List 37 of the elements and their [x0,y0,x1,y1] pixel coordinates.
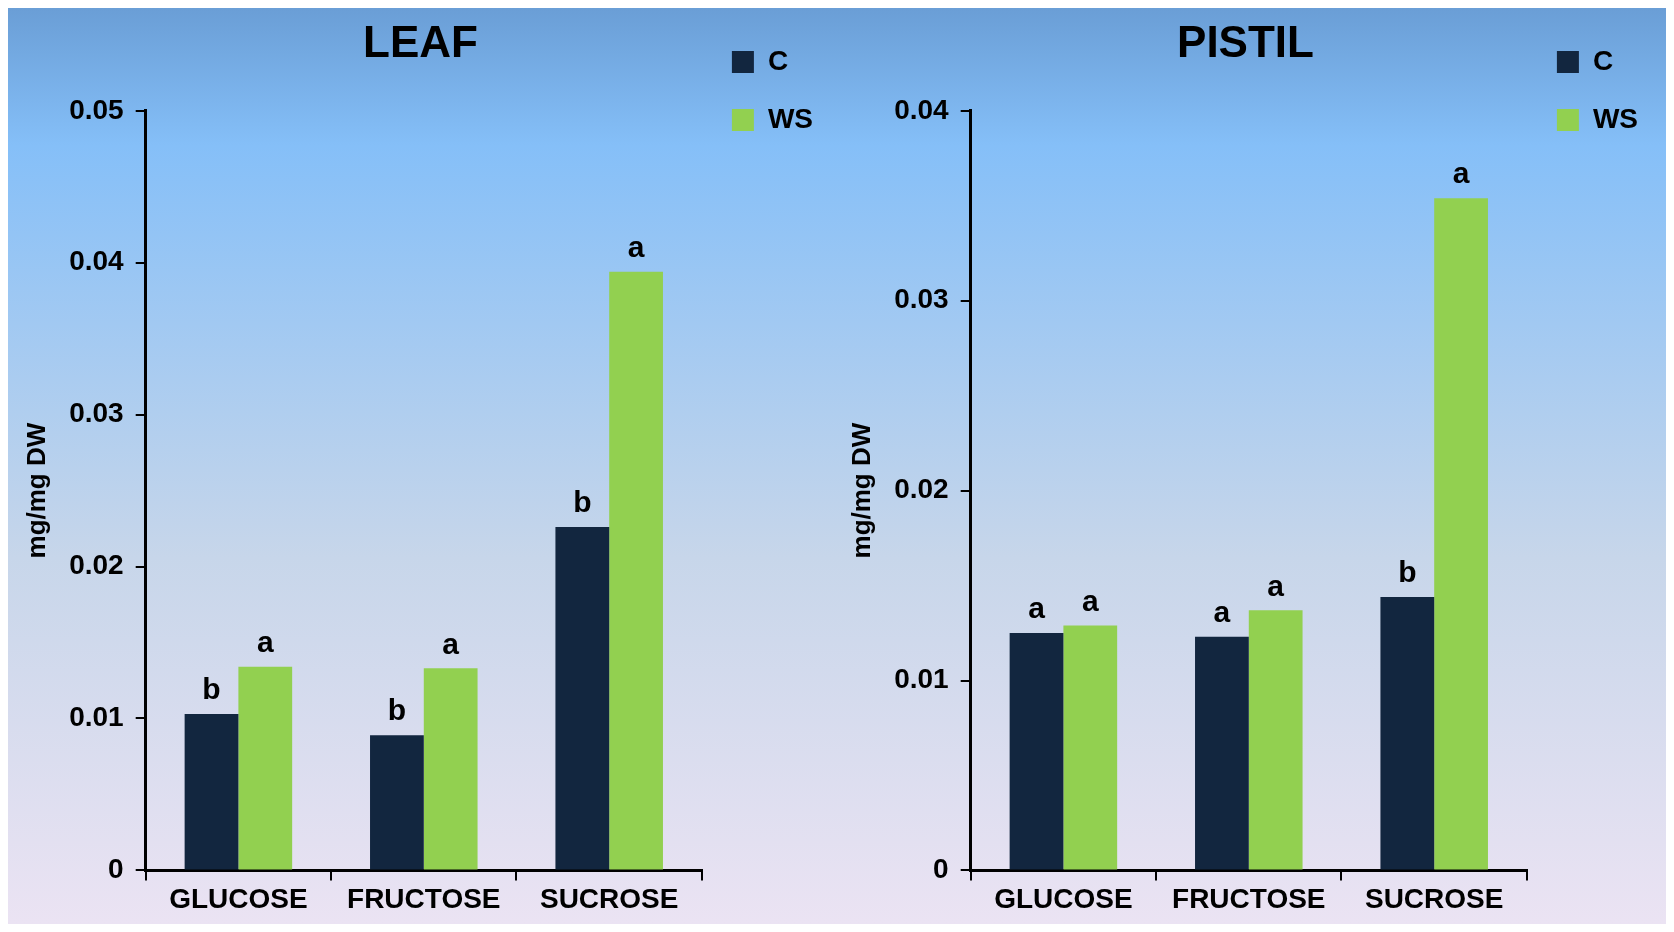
x-tick-label: GLUCOSE [169,882,308,914]
y-tick-label: 0.03 [69,397,124,429]
data-label: a [1028,591,1046,625]
data-label: a [1081,583,1099,617]
y-tick-label: 0.05 [69,93,124,125]
data-label: a [256,625,274,659]
data-label: a [1452,156,1470,190]
data-label: b [1398,555,1417,589]
y-axis-title: mg/mg DW [845,422,876,559]
data-label: a [442,626,460,660]
chart-title: LEAF [363,16,478,66]
y-tick-label: 0.04 [69,245,125,277]
x-tick-label: GLUCOSE [994,882,1133,914]
chart-title: PISTIL [1177,16,1314,66]
y-tick-label: 0.02 [894,473,949,505]
y-tick-label: 0 [933,853,949,885]
legend-label: C [1592,44,1614,76]
y-axis-title: mg/mg DW [20,422,51,559]
legend-label: C [767,44,789,76]
y-tick-label: 0.03 [894,283,949,315]
legend-label: WS [1592,102,1639,134]
y-tick-label: 0.04 [894,93,950,125]
x-tick-label: FRUCTOSE [1172,882,1326,914]
data-label: a [627,230,645,264]
y-tick-label: 0 [108,853,124,885]
y-tick-label: 0.02 [69,549,124,581]
x-tick-label: SUCROSE [539,882,679,914]
x-tick-label: SUCROSE [1364,882,1504,914]
legend-label: WS [767,102,814,134]
data-label: a [1267,568,1285,602]
y-tick-label: 0.01 [894,663,949,695]
data-label: a [1213,595,1231,629]
y-tick-label: 0.01 [69,701,124,733]
x-tick-label: FRUCTOSE [347,882,501,914]
data-label: b [202,672,221,706]
data-label: b [573,485,592,519]
data-label: b [387,693,407,727]
